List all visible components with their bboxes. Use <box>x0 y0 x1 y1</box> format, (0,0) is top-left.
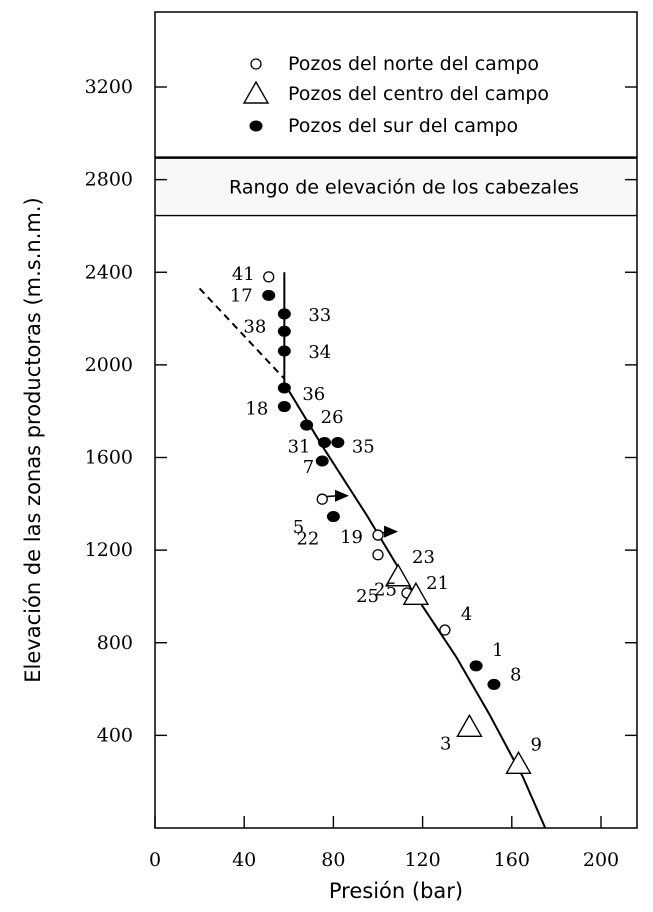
point-well-23 <box>372 549 384 561</box>
point-well-36 <box>277 382 291 394</box>
y-tick-label: 1200 <box>85 539 133 561</box>
point-label-3: 3 <box>440 733 451 754</box>
point-label-19: 19 <box>340 527 363 548</box>
point-label-36: 36 <box>302 384 325 405</box>
plot-frame <box>154 11 638 829</box>
y-tick-label: 2800 <box>85 169 133 191</box>
point-well-34 <box>277 345 291 357</box>
point-label-34: 34 <box>308 342 331 363</box>
x-tick-label: 0 <box>149 849 161 871</box>
point-well-31 <box>317 436 331 448</box>
wellhead-band-fill <box>155 157 637 216</box>
point-label-26: 26 <box>321 407 344 428</box>
y-tick-label: 3200 <box>85 76 133 98</box>
point-well-9 <box>505 750 532 775</box>
point-well-41 <box>263 271 275 283</box>
point-label-25: 25 <box>356 586 379 607</box>
point-label-22: 22 <box>296 529 319 550</box>
point-label-5: 5 <box>293 517 304 538</box>
point-label-35: 35 <box>352 436 375 457</box>
y-tick-label: 2000 <box>85 354 133 376</box>
point-labels: 41 5 19 23 25 4 21 25 3 9 17 33 38 34 36 18 26 31 35 7 22 18 <box>230 264 542 755</box>
point-label-18: 18 <box>245 399 268 420</box>
legend-label-1: Pozos del centro del campo <box>288 83 549 105</box>
point-well-4 <box>439 624 451 636</box>
arrow-well-5-head <box>335 489 350 502</box>
point-label-21: 21 <box>426 573 449 594</box>
legend-marker-2 <box>249 120 263 132</box>
legend-marker-1 <box>242 80 270 104</box>
y-tick-label: 1600 <box>85 447 133 469</box>
legend-label-2: Pozos del sur del campo <box>288 115 518 137</box>
x-tick-label: 40 <box>232 849 256 871</box>
y-tick-label: 400 <box>97 724 133 746</box>
point-label-4: 4 <box>461 604 472 625</box>
point-well-22 <box>326 511 340 523</box>
point-label-31: 31 <box>288 436 311 457</box>
trend-line <box>283 272 547 829</box>
y-tick-label: 2400 <box>85 261 133 283</box>
point-label-23: 23 <box>412 547 435 568</box>
wellhead-band: Rango de elevación de los cabezales <box>155 156 637 217</box>
x-tick-label: 120 <box>404 849 440 871</box>
x-tick-label: 200 <box>583 849 619 871</box>
point-well-21 <box>384 563 412 587</box>
axis-ticks: 0 40 80 120 160 200 400 800 1200 1600 2000 2400 2800… <box>85 76 637 871</box>
point-label-1: 1 <box>492 640 503 661</box>
point-label-41: 41 <box>232 264 255 285</box>
point-well-33 <box>277 308 291 320</box>
legend: Pozos del norte del campo Pozos del centr… <box>242 53 549 137</box>
point-label-33: 33 <box>308 305 331 326</box>
point-well-18 <box>277 401 291 413</box>
point-label-25: 25 <box>374 579 397 600</box>
point-well-5 <box>316 493 328 505</box>
arrow-well-28-head <box>384 525 399 538</box>
y-tick-label: 800 <box>97 632 133 654</box>
point-well-7 <box>315 455 329 467</box>
x-axis-label: Presión (bar) <box>329 879 463 903</box>
trend-line-dashed <box>198 287 286 380</box>
point-well-38 <box>277 325 291 337</box>
point-label-17: 17 <box>230 285 253 306</box>
legend-marker-0 <box>250 58 262 70</box>
point-label-9: 9 <box>530 734 541 755</box>
x-tick-label: 160 <box>494 849 530 871</box>
point-label-38: 38 <box>243 316 266 337</box>
trend-lines <box>198 272 547 829</box>
point-well-1 <box>469 660 483 672</box>
legend-label-0: Pozos del norte del campo <box>288 53 539 75</box>
point-well-17 <box>262 289 276 301</box>
point-label-7: 7 <box>303 457 314 478</box>
data-points <box>262 271 532 775</box>
point-well-25 <box>402 581 430 605</box>
y-axis-label: Elevación de las zonas productoras (m.s.… <box>21 197 45 682</box>
x-tick-label: 80 <box>321 849 345 871</box>
point-well-26 <box>300 419 314 431</box>
point-well-8 <box>487 678 501 690</box>
point-label-8: 8 <box>510 664 521 685</box>
wellhead-band-label: Rango de elevación de los cabezales <box>229 177 579 199</box>
point-well-19 <box>372 529 384 541</box>
point-well-35 <box>331 436 345 448</box>
point-well-3 <box>456 713 483 737</box>
